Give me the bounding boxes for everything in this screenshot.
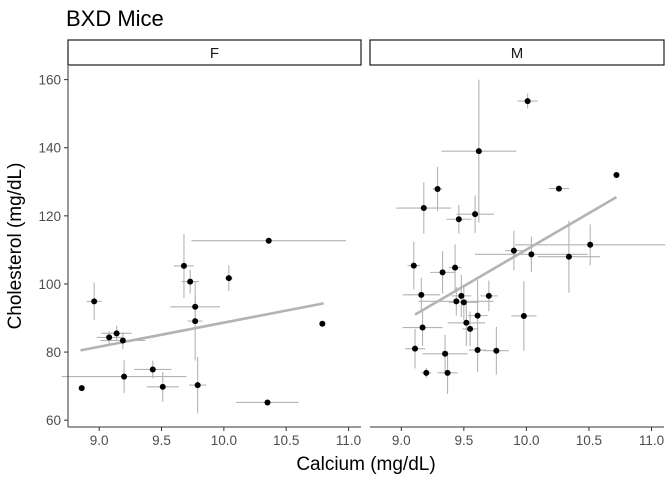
data-point: [106, 334, 113, 341]
y-tick-label: 60: [46, 413, 61, 428]
data-point: [192, 318, 199, 325]
x-tick-label: 10.5: [576, 433, 602, 448]
data-point: [520, 312, 527, 319]
data-point: [452, 264, 459, 271]
data-point: [121, 373, 128, 380]
panel-m-strip: [369, 39, 665, 66]
data-point: [442, 350, 449, 357]
data-point: [555, 185, 562, 192]
data-point: [474, 347, 481, 354]
x-tick-label: 10.0: [513, 433, 539, 448]
data-point: [485, 292, 492, 299]
chart-title: BXD Mice: [66, 6, 164, 31]
y-tick-label: 140: [38, 141, 61, 156]
data-point: [119, 337, 126, 344]
data-point: [159, 383, 166, 390]
data-point: [444, 369, 451, 376]
x-tick-label: 9.5: [152, 433, 171, 448]
panel-m-x-ticks: 9.0 9.5 10.0 10.5 11.0: [392, 427, 664, 448]
panel-m: M 9.0 9.5 10.0 10.5 11.0: [369, 39, 666, 448]
data-point: [453, 298, 460, 305]
y-tick-label: 80: [46, 345, 61, 360]
data-point: [587, 241, 594, 248]
x-tick-label: 11.0: [639, 433, 664, 448]
data-point: [423, 369, 430, 376]
panel-f-points: [78, 237, 326, 406]
data-point: [434, 185, 441, 192]
data-point: [265, 237, 272, 244]
data-point: [412, 345, 419, 352]
data-point: [264, 399, 271, 406]
x-tick-label: 10.5: [273, 433, 299, 448]
data-point: [528, 251, 535, 258]
data-point: [192, 303, 199, 310]
data-point: [510, 247, 517, 254]
y-axis-title: Cholesterol (mg/dL): [5, 163, 26, 330]
panel-f-strip-label: F: [210, 45, 219, 62]
data-point: [524, 98, 531, 105]
data-point: [91, 298, 98, 305]
x-tick-label: 9.0: [90, 433, 109, 448]
data-point: [467, 325, 474, 332]
panel-f-x-ticks: 9.0 9.5 10.0 10.5 11.0: [90, 427, 361, 448]
data-point: [458, 292, 465, 299]
panel-f-strip: [67, 39, 362, 66]
data-point: [418, 291, 425, 298]
data-point: [225, 275, 232, 282]
fit-line: [414, 195, 618, 316]
data-point: [187, 278, 194, 285]
data-point: [419, 324, 426, 331]
data-point: [463, 319, 470, 326]
data-point: [565, 253, 572, 260]
y-axis-ticks: 60 80 100 120 140 160: [38, 73, 68, 428]
data-point: [78, 385, 85, 392]
panel-m-strip-label: M: [511, 45, 524, 62]
data-point: [319, 320, 326, 327]
data-point: [439, 269, 446, 276]
y-tick-label: 120: [38, 209, 61, 224]
data-point: [420, 205, 427, 212]
data-point: [474, 312, 481, 319]
panel-m-fit: [414, 195, 618, 316]
x-tick-label: 11.0: [336, 433, 361, 448]
x-tick-label: 9.0: [392, 433, 411, 448]
panel-f: F 9.0 9.5 10.0 10.5 11.0: [61, 39, 362, 448]
data-point: [410, 262, 417, 269]
data-point: [475, 148, 482, 155]
data-point: [613, 171, 620, 178]
data-point: [149, 366, 156, 373]
data-point: [455, 216, 462, 223]
panel-f-errorbars: [61, 233, 347, 414]
panel-m-errorbars: [396, 79, 666, 394]
data-point: [113, 330, 120, 337]
data-point: [460, 299, 467, 306]
data-point: [472, 211, 479, 218]
x-axis-title: Calcium (mg/dL): [296, 454, 435, 475]
y-tick-label: 100: [38, 277, 61, 292]
data-point: [180, 262, 187, 269]
y-tick-label: 160: [38, 73, 61, 88]
x-tick-label: 9.5: [454, 433, 473, 448]
data-point: [194, 382, 201, 389]
panel-m-points: [410, 98, 620, 376]
x-tick-label: 10.0: [211, 433, 237, 448]
data-point: [493, 347, 500, 354]
